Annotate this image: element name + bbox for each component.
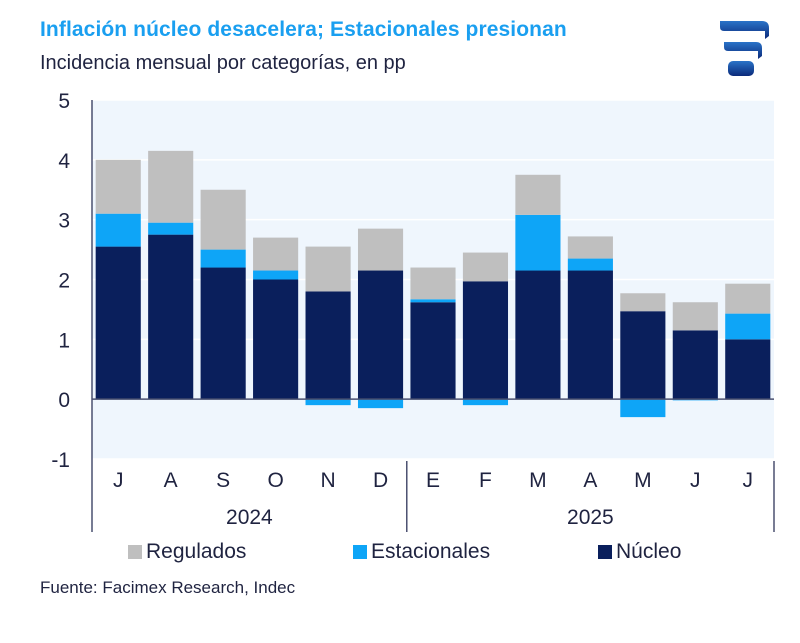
bar-estacionales-2 (200, 249, 246, 268)
x-tick-label: N (320, 469, 335, 492)
bar-regulados-4 (305, 246, 351, 292)
bar-regulados-6 (410, 267, 456, 300)
legend-label: Regulados (146, 540, 247, 563)
bar-estacionales-4 (305, 399, 351, 406)
bar-regulados-7 (462, 252, 509, 282)
bar-estacionales-12 (725, 313, 771, 340)
chart-legend: Regulados Estacionales Núcleo (0, 540, 800, 570)
bar-nucleo-7 (462, 281, 509, 400)
bar-nucleo-9 (567, 270, 613, 400)
bar-nucleo-8 (515, 270, 561, 400)
y-tick-label: 4 (58, 150, 70, 173)
bar-regulados-0 (95, 159, 141, 214)
bar-estacionales-1 (148, 222, 194, 235)
bar-nucleo-12 (725, 339, 771, 400)
y-tick-label: 2 (58, 270, 70, 293)
x-tick-label: E (426, 469, 440, 492)
bar-nucleo-3 (253, 279, 299, 400)
x-tick-label: J (690, 469, 701, 492)
x-tick-label: D (373, 469, 388, 492)
legend-label: Núcleo (616, 540, 682, 563)
x-tick-label: O (267, 469, 283, 492)
legend-swatch-nucleo (598, 545, 612, 559)
x-tick-label: J (113, 469, 124, 492)
y-tick-label: 1 (58, 329, 70, 352)
chart-subtitle: Incidencia mensual por categorías, en pp (40, 52, 406, 74)
y-tick-label: 5 (58, 90, 70, 113)
bar-estacionales-5 (357, 399, 404, 409)
bar-nucleo-1 (148, 234, 194, 400)
x-tick-label: A (164, 469, 178, 492)
y-tick-label: -1 (51, 449, 70, 472)
bar-regulados-1 (148, 150, 194, 223)
x-tick-label: M (634, 469, 652, 492)
x-tick-label: M (529, 469, 547, 492)
bar-nucleo-6 (410, 302, 456, 400)
bar-nucleo-10 (620, 311, 666, 400)
source-note: Fuente: Facimex Research, Indec (40, 578, 296, 597)
bar-nucleo-2 (200, 267, 246, 400)
bar-nucleo-11 (672, 330, 718, 400)
facimex-logo-icon (720, 21, 769, 76)
x-tick-label: S (216, 469, 230, 492)
bar-regulados-12 (725, 283, 771, 314)
bar-regulados-5 (357, 228, 404, 271)
x-tick-label: A (583, 469, 597, 492)
bar-estacionales-10 (620, 399, 666, 418)
bar-estacionales-9 (567, 258, 613, 271)
x-tick-label: F (479, 469, 492, 492)
legend-item-estacionales: Estacionales (353, 540, 490, 564)
bar-regulados-8 (515, 174, 561, 215)
bar-estacionales-0 (95, 213, 141, 247)
bar-estacionales-7 (462, 399, 509, 406)
legend-swatch-regulados (128, 545, 142, 559)
bar-regulados-9 (567, 236, 613, 259)
y-tick-label: 3 (58, 210, 70, 233)
year-label: 2025 (567, 506, 614, 529)
bar-nucleo-0 (95, 246, 141, 400)
year-label: 2024 (226, 506, 273, 529)
bar-nucleo-5 (357, 270, 404, 400)
bar-regulados-10 (620, 293, 666, 312)
y-tick-label: 0 (58, 389, 70, 412)
legend-swatch-estacionales (353, 545, 367, 559)
legend-item-regulados: Regulados (128, 540, 246, 564)
bar-estacionales-8 (515, 214, 561, 271)
bar-nucleo-4 (305, 291, 351, 400)
bar-estacionales-3 (253, 270, 299, 280)
legend-label: Estacionales (371, 540, 491, 563)
bar-regulados-11 (672, 302, 718, 331)
chart-title: Inflación núcleo desacelera; Estacionale… (40, 18, 567, 41)
bar-regulados-2 (200, 189, 246, 250)
bar-estacionales-6 (410, 299, 456, 303)
legend-item-nucleo: Núcleo (598, 540, 681, 564)
x-tick-label: J (743, 469, 754, 492)
bar-regulados-3 (253, 237, 299, 271)
